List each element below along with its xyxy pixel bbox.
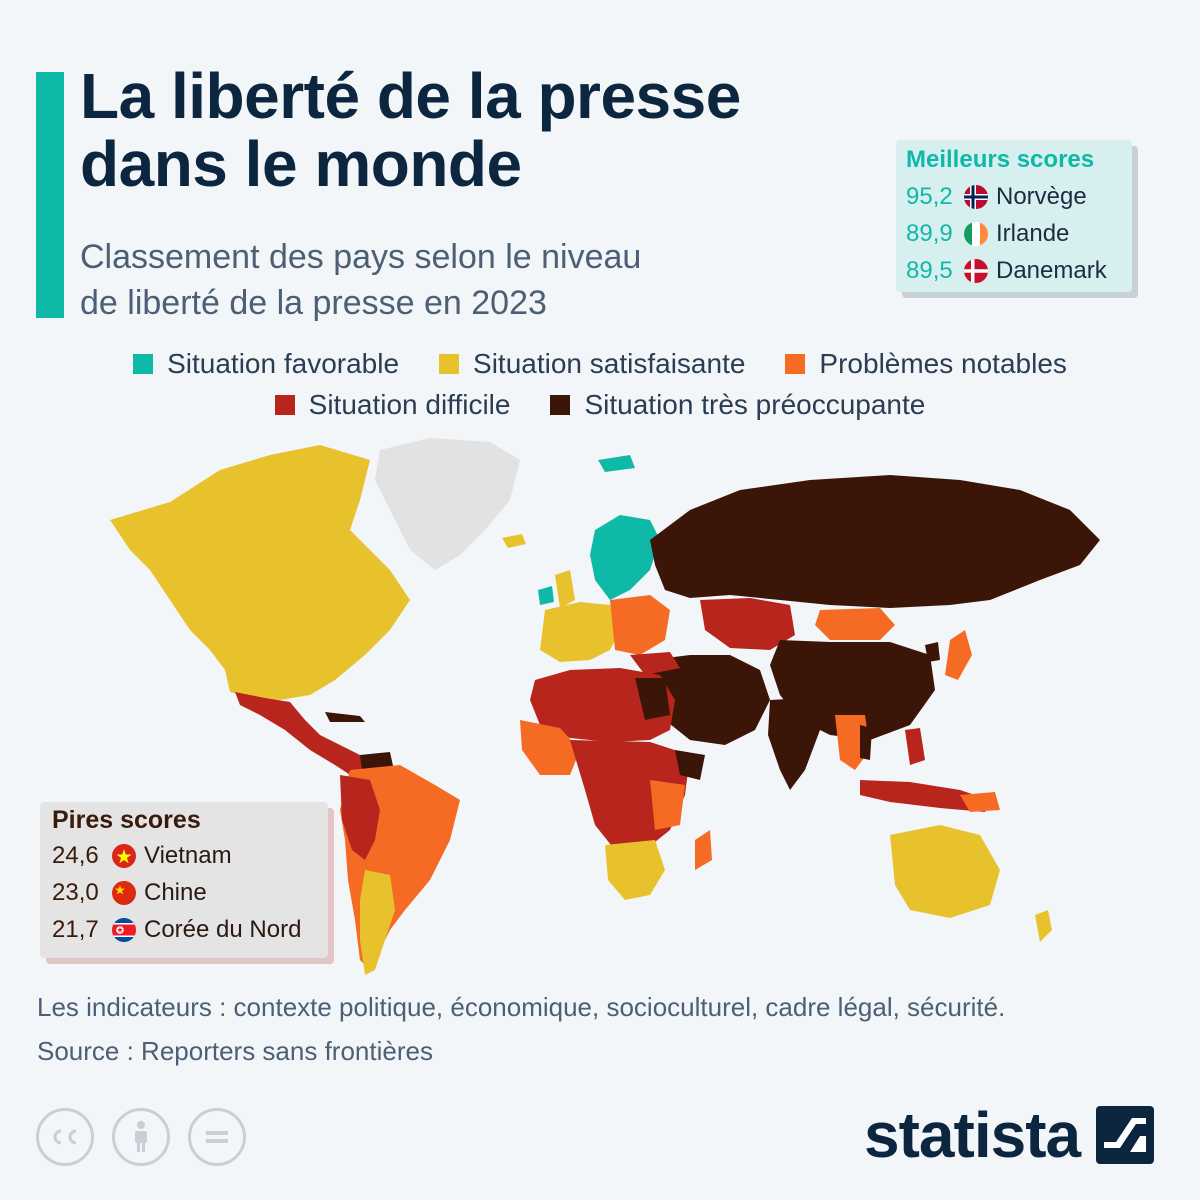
philippines-region — [905, 728, 925, 765]
best-scores-heading: Meilleurs scores — [906, 146, 1095, 173]
legend-swatch — [785, 354, 806, 374]
country-name: Corée du Nord — [144, 915, 302, 943]
no-derivatives-icon[interactable] — [188, 1108, 246, 1166]
ireland-region — [538, 586, 554, 605]
central-asia-region — [700, 598, 795, 650]
scandinavia-region — [590, 515, 660, 600]
title-accent-bar — [36, 72, 64, 318]
greenland-region — [375, 438, 520, 570]
legend-item-satisfaisante: Situation satisfaisante — [439, 348, 745, 380]
legend-swatch — [439, 354, 460, 374]
caribbean-region — [325, 712, 365, 722]
world-map — [110, 438, 1100, 975]
legend-row-2: Situation difficile Situation très préoc… — [0, 389, 1200, 421]
attribution-icon[interactable] — [112, 1108, 170, 1166]
worst-score-row: 24,6 Vietnam — [52, 837, 316, 874]
india-region — [768, 698, 820, 790]
andes-region — [340, 775, 380, 860]
statista-logo-icon — [1096, 1106, 1155, 1164]
score-value: 21,7 — [52, 915, 99, 943]
eastern-europe-region — [610, 595, 670, 655]
svalbard-region — [598, 455, 635, 472]
worst-score-row: 23,0 Chine — [52, 874, 316, 911]
legend-swatch — [550, 395, 571, 415]
best-score-row: 95,2 Norvège — [906, 178, 1122, 215]
denmark-flag-icon — [964, 258, 988, 283]
east-africa-region — [650, 780, 685, 830]
legend-item-favorable: Situation favorable — [133, 348, 399, 380]
brand-name: statista — [864, 1099, 1081, 1171]
title-line-1: La liberté de la presse — [80, 60, 741, 132]
north-korea-region — [925, 642, 940, 662]
legend-row-1: Situation favorable Situation satisfaisa… — [0, 348, 1200, 380]
north-korea-flag-icon — [112, 917, 136, 942]
egypt-region — [635, 678, 670, 720]
title-line-2: dans le monde — [80, 128, 522, 200]
worst-score-row: 21,7 Corée du Nord — [52, 911, 316, 948]
vietnam-region — [860, 725, 872, 760]
uk-region — [555, 570, 575, 608]
license-icons — [36, 1108, 246, 1166]
ireland-flag-icon — [964, 221, 988, 246]
japan-region — [945, 630, 972, 680]
source-note: Source : Reporters sans frontières — [37, 1036, 433, 1066]
madagascar-region — [695, 830, 712, 870]
indonesia-region — [860, 780, 990, 812]
score-value: 89,5 — [906, 256, 953, 284]
statista-brand[interactable]: statista — [864, 1098, 1155, 1172]
country-name: Norvège — [996, 182, 1087, 210]
norway-flag-icon — [964, 184, 988, 209]
country-name: Chine — [144, 878, 207, 906]
mongolia-region — [815, 608, 895, 640]
legend-label: Situation très préoccupante — [584, 389, 926, 420]
cc-icon[interactable] — [36, 1108, 94, 1166]
country-name: Danemark — [996, 256, 1107, 284]
legend-swatch — [274, 395, 295, 415]
west-africa-region — [520, 720, 580, 775]
best-score-row: 89,9 Irlande — [906, 215, 1122, 252]
score-value: 95,2 — [906, 182, 953, 210]
horn-of-africa-region — [675, 750, 705, 780]
australia-region — [890, 825, 1000, 918]
mexico-region — [235, 692, 370, 778]
north-america-region — [110, 445, 410, 700]
papua-region — [960, 792, 1000, 812]
southern-africa-region — [605, 840, 665, 900]
iceland-region — [502, 534, 526, 548]
page-title: La liberté de la presse dans le monde — [80, 62, 741, 198]
western-europe-region — [540, 602, 620, 662]
score-value: 89,9 — [906, 219, 953, 247]
southern-cone-region — [360, 870, 395, 975]
score-value: 23,0 — [52, 878, 99, 906]
legend-item-tres-preoccupante: Situation très préoccupante — [550, 389, 925, 421]
new-zealand-region — [1035, 910, 1052, 942]
page-subtitle: Classement des pays selon le niveau de l… — [80, 234, 641, 326]
country-name: Irlande — [996, 219, 1070, 247]
legend-item-problemes: Problèmes notables — [785, 348, 1067, 380]
worst-scores-heading: Pires scores — [52, 806, 201, 834]
vietnam-flag-icon — [112, 843, 136, 868]
country-name: Vietnam — [144, 841, 232, 869]
best-scores-box: Meilleurs scores 95,2 Norvège 89,9 Irlan… — [896, 140, 1132, 292]
subtitle-line-2: de liberté de la presse en 2023 — [80, 284, 547, 322]
legend-label: Situation favorable — [167, 348, 400, 379]
worst-scores-box: Pires scores 24,6 Vietnam 23,0 Chine 21,… — [40, 802, 328, 958]
indicators-note: Les indicateurs : contexte politique, éc… — [37, 992, 1006, 1022]
legend-label: Situation difficile — [308, 389, 511, 420]
subtitle-line-1: Classement des pays selon le niveau — [80, 238, 642, 276]
best-score-row: 89,5 Danemark — [906, 252, 1122, 289]
score-value: 24,6 — [52, 841, 99, 869]
china-flag-icon — [112, 880, 136, 905]
middle-east-region — [650, 655, 770, 745]
legend-item-difficile: Situation difficile — [274, 389, 511, 421]
legend-swatch — [133, 354, 154, 374]
legend-label: Problèmes notables — [819, 348, 1067, 379]
legend-label: Situation satisfaisante — [473, 348, 746, 379]
russia-region — [650, 475, 1100, 608]
turkey-region — [630, 652, 680, 675]
